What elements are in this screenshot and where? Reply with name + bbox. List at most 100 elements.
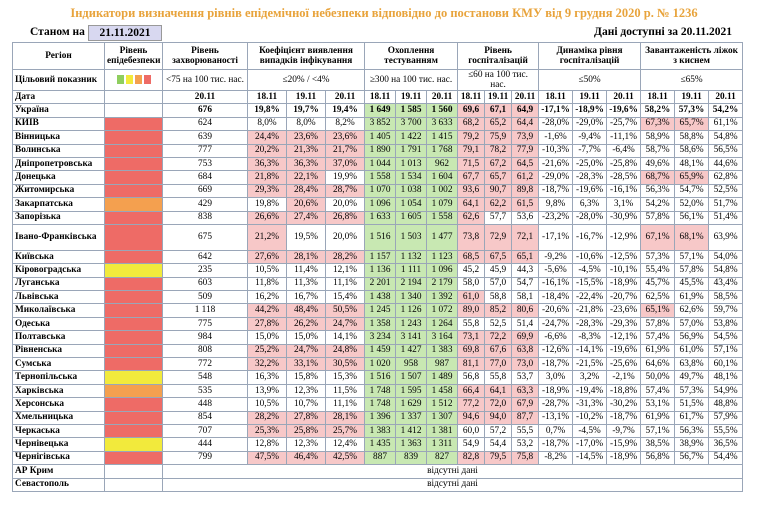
value: 57,4% (640, 383, 676, 399)
date: 20.11 (606, 89, 642, 105)
value: 67,9 (511, 397, 540, 412)
value: 1 458 (426, 383, 459, 399)
value: 79,5 (484, 450, 513, 466)
value: 1 396 (364, 410, 397, 425)
value: 65,7% (674, 116, 710, 132)
value: 67,1 (484, 103, 513, 118)
value: 58,2% (640, 103, 676, 118)
value: 81,1 (457, 357, 486, 372)
target-label: Цільовий показник (12, 69, 105, 91)
target: ≤65% (640, 69, 744, 91)
value: 28,1% (286, 249, 326, 265)
region-row: Миколаївська 1 118 44,2% 48,4% 50,5% 1 245 1 1… (12, 303, 744, 318)
level (104, 423, 163, 439)
value: 67,7 (457, 170, 486, 185)
level (104, 130, 163, 145)
value: 54,8% (708, 263, 744, 278)
value: 53,1% (640, 397, 676, 412)
region: Херсонська (12, 397, 105, 412)
value: 2 194 (395, 276, 428, 292)
level (104, 197, 163, 212)
value: 1 111 (395, 263, 428, 278)
value: 1 157 (364, 249, 397, 265)
value: -29,0% (572, 116, 608, 132)
value: 44,2% (247, 303, 287, 318)
value: 57,3% (674, 383, 710, 399)
value: 11,8% (247, 276, 287, 292)
as-of-date: 21.11.2021 (88, 25, 162, 41)
value: 57,7 (484, 210, 513, 225)
value: -18,9% (606, 276, 642, 292)
level (104, 303, 163, 318)
value: -18,9% (538, 383, 574, 399)
value: 57,1% (640, 423, 676, 439)
value: 64,6% (640, 357, 676, 372)
value: 1 264 (426, 316, 459, 332)
date: 18.11 (538, 89, 574, 105)
value: 59,7% (708, 303, 744, 318)
value: 1 503 (395, 223, 428, 251)
value: 36,5% (708, 437, 744, 452)
value: 854 (162, 410, 248, 425)
region-row: Тернопільська 548 16,3% 15,8% 15,3% 1 516 1 50… (12, 370, 744, 385)
value: 676 (162, 103, 248, 118)
value: 24,7% (324, 316, 366, 332)
region: Луганська (12, 276, 105, 292)
region: Черкаська (12, 423, 105, 439)
value: -10,6% (572, 249, 608, 265)
value: 0,7% (538, 423, 574, 439)
value: 65,9% (674, 170, 710, 185)
value: -9,7% (606, 423, 642, 439)
value: 12,1% (324, 263, 366, 278)
value: 13,9% (247, 383, 287, 399)
value: -23,2% (538, 210, 574, 225)
level (104, 170, 163, 185)
value: 12,4% (324, 437, 366, 452)
value: 548 (162, 370, 248, 385)
value: 57,3% (674, 103, 710, 118)
value: 54,9 (457, 437, 486, 452)
date: 18.11 (247, 89, 287, 105)
value: 56,8% (640, 450, 676, 466)
value: -24,7% (538, 316, 574, 332)
value: -20,7% (606, 290, 642, 305)
date: 20.11 (511, 89, 540, 105)
value: -28,0% (572, 210, 608, 225)
value: -16,7% (572, 223, 608, 251)
value: 1 072 (426, 303, 459, 318)
value: 89,8 (511, 183, 540, 199)
value: 1 604 (426, 170, 459, 185)
value: 25,2% (247, 343, 287, 359)
region: Івано-Франківська (12, 223, 105, 251)
value: 61,9% (674, 290, 710, 305)
level (104, 450, 163, 466)
level-legend (104, 69, 163, 91)
region: Чернігівська (12, 450, 105, 466)
value: 79,2 (457, 130, 486, 145)
date: 20.11 (162, 89, 248, 105)
value: 65,7 (484, 170, 513, 185)
value: 57,2 (484, 423, 513, 439)
value: 684 (162, 170, 248, 185)
value: -2,1% (606, 370, 642, 385)
value: 1 132 (395, 249, 428, 265)
value: 1 629 (395, 397, 428, 412)
value: 1 512 (426, 397, 459, 412)
value: 72,1 (511, 223, 540, 251)
level (104, 357, 163, 372)
value: 1 890 (364, 143, 397, 158)
value: 20,2% (247, 143, 287, 158)
value: 69,6 (457, 103, 486, 118)
region: Рівненська (12, 343, 105, 359)
value: 19,8% (247, 197, 287, 212)
value: 58,8% (674, 130, 710, 145)
value: 28,4% (286, 183, 326, 199)
level (104, 410, 163, 425)
region-row: Черкаська 707 25,3% 25,8% 25,7% 1 383 1 412 1 3… (12, 423, 744, 439)
value: -29,3% (606, 316, 642, 332)
region-row: Житомирська 669 29,3% 28,4% 28,7% 1 070 1 038 1… (12, 183, 744, 199)
value: 45,2 (457, 263, 486, 278)
region: Запорізька (12, 210, 105, 225)
value: -28,0% (538, 116, 574, 132)
value: 51,5% (674, 397, 710, 412)
